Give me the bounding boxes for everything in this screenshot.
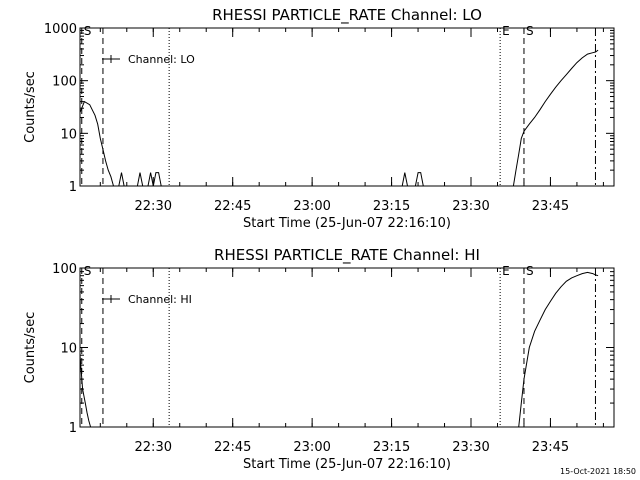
x-tick-label: 23:30 (452, 199, 489, 214)
event-marker-label: S (526, 264, 534, 278)
y-tick-label: 1000 (44, 22, 77, 37)
panel-lo: RHESSI PARTICLE_RATE Channel: LO 1 10 100 10… (23, 6, 615, 231)
y-tick-label: 100 (52, 75, 77, 90)
y-tick-label: 100 (52, 262, 77, 277)
event-marker-label: S (84, 24, 92, 38)
x-axis-label: Start Time (25-Jun-07 22:16:10) (243, 216, 451, 231)
chart-title: RHESSI PARTICLE_RATE Channel: HI (214, 246, 480, 265)
event-marker-label: E (502, 24, 510, 38)
x-tick-label: 23:30 (452, 440, 489, 455)
y-axis-label: Counts/sec (23, 71, 38, 143)
event-marker-label: S (84, 264, 92, 278)
event-marker-label: S (526, 24, 534, 38)
y-axis-label: Counts/sec (23, 312, 38, 384)
x-tick-label: 22:45 (214, 199, 251, 214)
x-tick-label: 22:45 (214, 440, 251, 455)
x-tick-label: 23:00 (293, 440, 330, 455)
x-tick-label: 23:45 (532, 199, 569, 214)
y-tick-label: 1 (69, 421, 77, 436)
x-axis-label: Start Time (25-Jun-07 22:16:10) (243, 457, 451, 472)
event-marker-label: E (502, 264, 510, 278)
x-tick-label: 23:15 (373, 199, 410, 214)
panel-hi: RHESSI PARTICLE_RATE Channel: HI 1 10 100 Co… (23, 246, 615, 472)
y-tick-label: 1 (69, 180, 77, 195)
x-tick-label: 22:30 (135, 199, 172, 214)
legend-label: Channel: HI (128, 293, 192, 306)
series-line (79, 271, 599, 428)
chart-title: RHESSI PARTICLE_RATE Channel: LO (212, 6, 482, 25)
x-tick-label: 23:45 (532, 440, 569, 455)
footer-timestamp: 15-Oct-2021 18:50 (560, 467, 636, 476)
y-tick-label: 10 (60, 342, 77, 357)
legend-label: Channel: LO (128, 53, 195, 66)
x-tick-label: 23:15 (373, 440, 410, 455)
series-line (79, 49, 599, 187)
y-tick-label: 10 (60, 127, 77, 142)
x-tick-label: 22:30 (135, 440, 172, 455)
x-tick-label: 23:00 (293, 199, 330, 214)
